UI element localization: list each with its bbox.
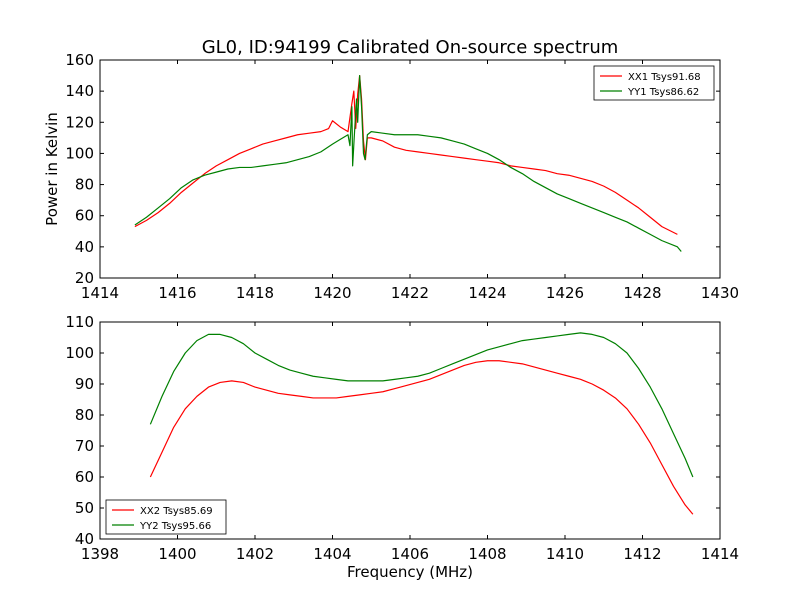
bottom-xlabel: Frequency (MHz) — [347, 563, 473, 581]
bottom-legend-label-1: XX2 Tsys85.69 — [140, 506, 213, 517]
top-legend: XX1 Tsys91.68 YY1 Tsys86.62 — [593, 65, 715, 101]
bottom-series-1-line — [149, 360, 694, 515]
bottom-ytick-label: 90 — [75, 375, 94, 393]
top-ylabel: Power in Kelvin — [43, 112, 61, 226]
top-ytick-label: 40 — [75, 238, 94, 256]
figure-title: GL0, ID:94199 Calibrated On-source spect… — [202, 37, 619, 58]
bottom-series-2-line — [149, 332, 694, 478]
bottom-subplot: 1398 1400 1402 1404 1406 1408 1410 1412 1414 40 50… — [65, 313, 739, 581]
top-ytick-label: 160 — [65, 51, 94, 69]
top-subplot: 1414 1416 1418 1420 1422 1424 1426 1428 1430 20 40… — [43, 51, 739, 302]
top-xtick-label: 1422 — [391, 284, 429, 302]
top-xtick-label: 1414 — [81, 284, 119, 302]
top-ytick-label: 80 — [75, 176, 94, 194]
bottom-xtick-label: 1406 — [391, 545, 429, 563]
bottom-ytick-label: 100 — [65, 344, 94, 362]
bottom-xtick-label: 1410 — [546, 545, 584, 563]
bottom-legend-box — [105, 499, 227, 535]
bottom-ytick-label: 50 — [75, 499, 94, 517]
top-ytick-label: 60 — [75, 207, 94, 225]
bottom-ytick-label: 40 — [75, 530, 94, 548]
bottom-xtick-label: 1404 — [313, 545, 351, 563]
top-xtick-label: 1424 — [468, 284, 506, 302]
bottom-ytick-label: 80 — [75, 406, 94, 424]
bottom-xtick-label: 1398 — [81, 545, 119, 563]
bottom-xtick-label: 1414 — [701, 545, 739, 563]
top-legend-label-1: XX1 Tsys91.68 — [628, 72, 701, 83]
top-xtick-label: 1418 — [236, 284, 274, 302]
bottom-xtick-label: 1412 — [623, 545, 661, 563]
bottom-ytick-label: 110 — [65, 313, 94, 331]
top-xtick-label: 1416 — [158, 284, 196, 302]
top-xtick-label: 1428 — [623, 284, 661, 302]
top-ytick-label: 140 — [65, 82, 94, 100]
bottom-legend-label-2: YY2 Tsys95.66 — [139, 521, 211, 532]
bottom-legend: XX2 Tsys85.69 YY2 Tsys95.66 — [105, 499, 227, 535]
bottom-xtick-label: 1402 — [236, 545, 274, 563]
bottom-ytick-label: 60 — [75, 468, 94, 486]
bottom-ytick-label: 70 — [75, 437, 94, 455]
bottom-xtick-label: 1400 — [158, 545, 196, 563]
top-xtick-label: 1430 — [701, 284, 739, 302]
top-legend-box — [593, 65, 715, 101]
top-ytick-label: 20 — [75, 269, 94, 287]
top-ytick-label: 120 — [65, 113, 94, 131]
top-ytick-label: 100 — [65, 144, 94, 162]
top-series-2-line — [134, 74, 682, 252]
top-xtick-label: 1420 — [313, 284, 351, 302]
top-xtick-label: 1426 — [546, 284, 584, 302]
top-legend-label-2: YY1 Tsys86.62 — [627, 87, 699, 98]
bottom-xtick-label: 1408 — [468, 545, 506, 563]
